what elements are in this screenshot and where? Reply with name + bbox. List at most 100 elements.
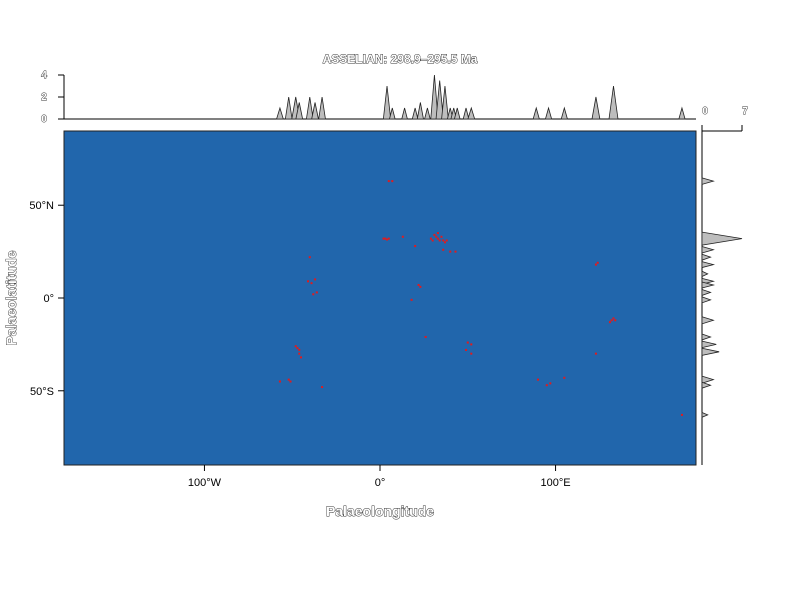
occurrence-point	[433, 233, 436, 236]
occurrence-point	[310, 282, 313, 285]
occurrence-point	[465, 348, 468, 351]
occurrence-point	[384, 237, 387, 240]
right-density-peak	[701, 347, 720, 356]
occurrence-point	[314, 278, 317, 281]
top-density-peak	[295, 102, 304, 120]
chart-title: ASSELIAN: 298.9–295.5 Ma	[323, 52, 478, 66]
occurrence-point	[308, 256, 311, 259]
occurrence-point	[563, 376, 566, 379]
occurrence-point	[296, 347, 299, 350]
top-density-peak	[467, 106, 476, 120]
top-density-tick-label: 0	[41, 114, 47, 125]
occurrence-point	[596, 261, 599, 264]
right-density-tick-label: 0	[702, 106, 708, 117]
occurrence-point	[470, 352, 473, 355]
top-density-peak	[441, 85, 449, 120]
top-density-tick-label: 4	[41, 70, 47, 81]
top-density-peak	[453, 107, 461, 120]
right-density-peak	[701, 281, 716, 289]
occurrence-point	[298, 348, 301, 351]
occurrence-point	[417, 284, 420, 287]
top-density-peak	[544, 106, 553, 120]
occurrence-point	[401, 235, 404, 238]
right-density-peak	[701, 381, 712, 389]
y-tick-label: 50°S	[30, 386, 54, 398]
occurrence-point	[445, 239, 448, 242]
right-density-tick-label: 7	[742, 106, 748, 117]
occurrence-point	[278, 380, 281, 383]
top-density-peak	[311, 102, 319, 120]
occurrence-point	[435, 235, 438, 238]
occurrence-point	[537, 378, 539, 381]
top-density-peak	[416, 102, 424, 120]
x-tick-label: 100°E	[541, 477, 571, 489]
right-density-peak	[701, 253, 712, 261]
occurrence-point	[610, 319, 613, 322]
occurrence-point	[594, 263, 597, 266]
occurrence-point	[298, 352, 301, 355]
occurrence-point	[449, 250, 452, 253]
right-density-peak	[701, 340, 717, 349]
y-axis-label: Palaeolatitude	[3, 250, 19, 345]
occurrence-point	[608, 321, 611, 324]
occurrence-point	[614, 319, 617, 322]
occurrence-point	[410, 298, 413, 301]
right-density-peak	[701, 296, 712, 304]
x-tick-label: 0°	[375, 477, 386, 489]
right-density-peak	[701, 177, 715, 185]
occurrence-point	[443, 241, 446, 244]
top-density-peak	[462, 107, 470, 120]
occurrence-point	[424, 335, 427, 338]
right-density-peak	[701, 316, 715, 325]
right-density-peak	[701, 333, 712, 341]
occurrence-point	[294, 345, 297, 348]
x-axis: 100°W 0° 100°E	[188, 465, 571, 489]
y-axis: 50°N 0° 50°S	[29, 200, 64, 398]
occurrence-point	[419, 285, 422, 288]
occurrence-point	[438, 239, 441, 242]
occurrence-point	[387, 237, 390, 240]
occurrence-point	[470, 343, 473, 346]
occurrence-point	[436, 232, 439, 235]
top-density-peak	[401, 107, 408, 120]
occurrence-point	[466, 341, 469, 344]
top-density-peak	[305, 96, 314, 120]
occurrence-point	[440, 235, 443, 238]
top-density-panel: 0 2 4	[41, 70, 696, 125]
top-density-peak	[435, 80, 444, 120]
right-density-peak	[701, 261, 716, 269]
occurrence-point	[436, 237, 439, 240]
occurrence-point	[312, 293, 315, 296]
x-tick-label: 100°W	[188, 477, 222, 489]
top-density-peak	[318, 96, 326, 120]
occurrence-point	[289, 380, 292, 383]
occurrence-point	[307, 280, 310, 283]
right-density-peak	[701, 270, 709, 278]
occurrence-point	[431, 239, 434, 242]
top-density-peak	[678, 106, 686, 120]
right-density-peak	[701, 288, 712, 296]
top-density-peak	[388, 107, 396, 120]
occurrence-point	[382, 237, 385, 240]
top-density-tick-label: 2	[41, 92, 47, 103]
occurrence-point	[386, 238, 389, 241]
occurrence-point	[414, 245, 417, 248]
right-density-peak	[701, 411, 709, 418]
top-density-peak	[276, 106, 284, 120]
top-density-peak	[284, 96, 293, 120]
map-background	[63, 130, 697, 466]
top-density-peak	[532, 106, 540, 120]
occurrence-point	[321, 386, 324, 389]
occurrence-point	[442, 248, 445, 251]
y-tick-label: 0°	[43, 293, 54, 305]
occurrence-point	[680, 413, 683, 416]
top-density-peak	[411, 107, 419, 120]
occurrence-point	[612, 317, 615, 320]
occurrence-point	[315, 291, 318, 294]
top-density-peak	[591, 96, 601, 120]
x-axis-label: Palaeolongitude	[326, 503, 434, 519]
occurrence-point	[594, 352, 597, 355]
occurrence-point	[391, 180, 394, 183]
